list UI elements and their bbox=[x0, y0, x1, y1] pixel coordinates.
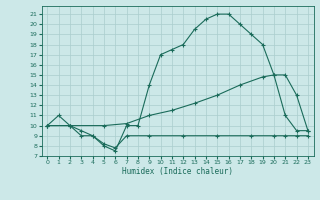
X-axis label: Humidex (Indice chaleur): Humidex (Indice chaleur) bbox=[122, 167, 233, 176]
